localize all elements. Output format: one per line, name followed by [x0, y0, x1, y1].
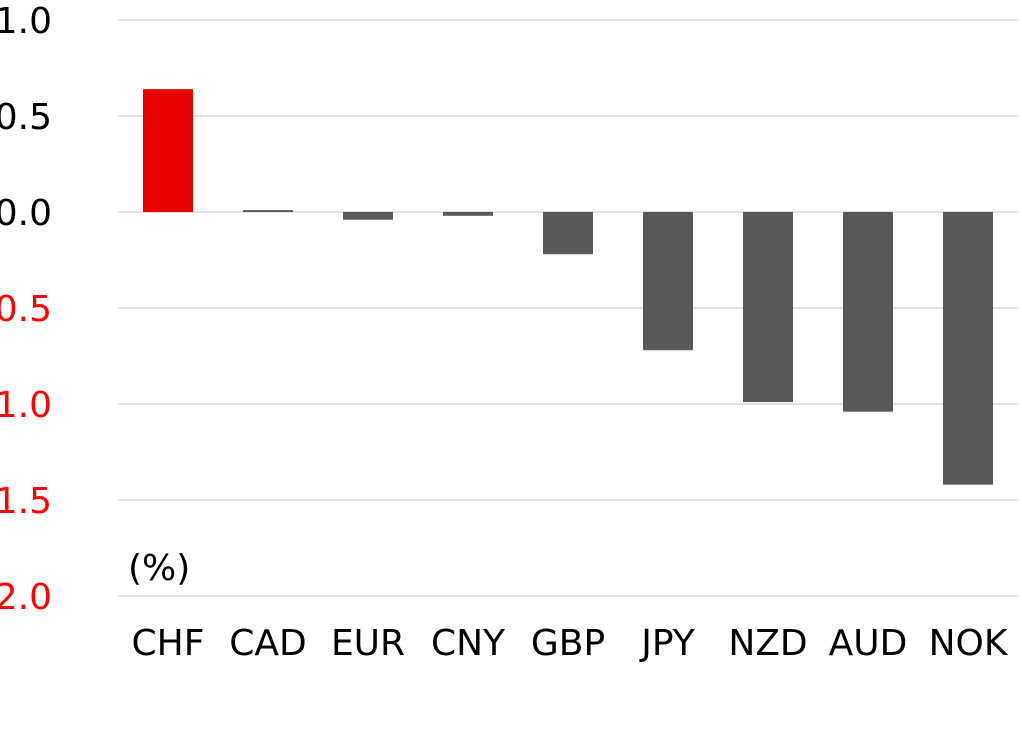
- x-tick-label: CNY: [431, 623, 506, 664]
- bar-eur: [343, 212, 393, 220]
- y-axis-ticks: 1.0 0.5 0.0 -0.5 -1.0 -1.5 -2.0: [0, 1, 52, 618]
- y-tick-label: -1.5: [0, 481, 52, 522]
- x-tick-label: EUR: [331, 623, 405, 664]
- y-tick-label: 0.5: [0, 97, 52, 138]
- x-tick-label: CAD: [229, 623, 306, 664]
- x-tick-label: JPY: [639, 623, 696, 664]
- x-axis-ticks: CHF CAD EUR CNY GBP JPY NZD AUD NOK: [132, 623, 1009, 664]
- bar-nzd: [743, 212, 793, 403]
- x-tick-label: CHF: [132, 623, 205, 664]
- bars: [143, 89, 993, 485]
- bar-jpy: [643, 212, 693, 351]
- y-tick-label: -1.0: [0, 385, 52, 426]
- unit-label: (%): [128, 548, 190, 589]
- x-tick-label: NOK: [929, 623, 1009, 664]
- y-tick-label: 0.0: [0, 193, 52, 234]
- x-tick-label: NZD: [728, 623, 807, 664]
- bar-cny: [443, 212, 493, 216]
- x-tick-label: AUD: [829, 623, 908, 664]
- x-tick-label: GBP: [531, 623, 605, 664]
- bar-aud: [843, 212, 893, 412]
- bar-nok: [943, 212, 993, 485]
- bar-gbp: [543, 212, 593, 255]
- y-tick-label: -0.5: [0, 289, 52, 330]
- y-tick-label: -2.0: [0, 577, 52, 618]
- bar-chf: [143, 89, 193, 212]
- bar-cad: [243, 210, 293, 212]
- y-tick-label: 1.0: [0, 1, 52, 42]
